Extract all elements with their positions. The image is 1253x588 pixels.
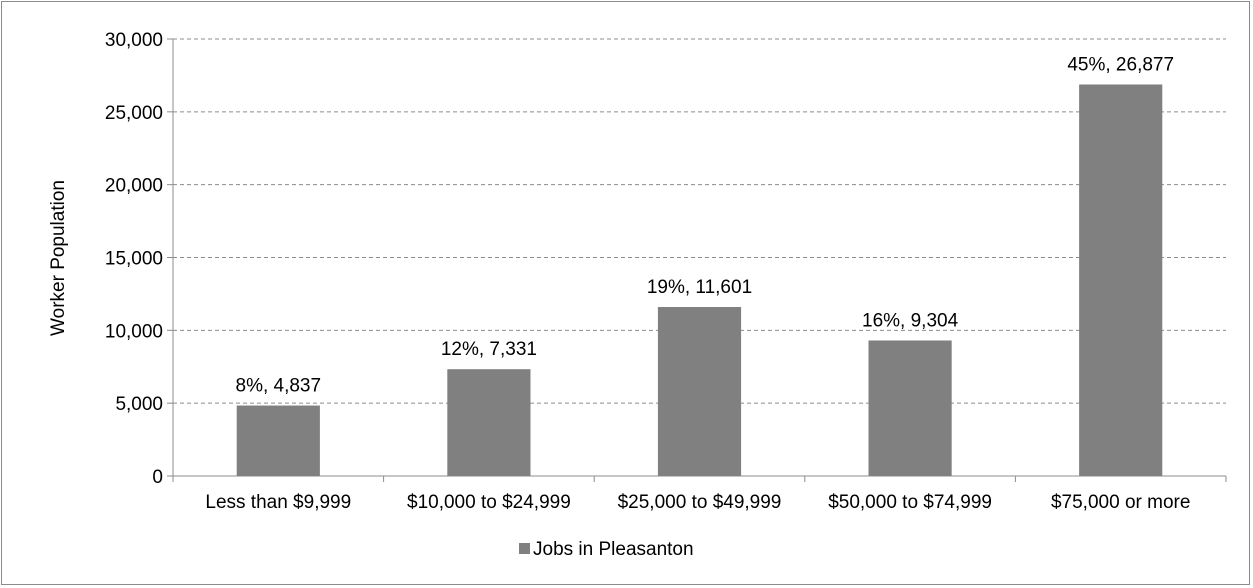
y-axis-title: Worker Population [48, 180, 69, 336]
bar [868, 340, 952, 476]
bar [657, 307, 742, 476]
data-label: 16%, 9,304 [862, 310, 959, 331]
data-label: 8%, 4,837 [236, 376, 322, 397]
legend-swatch [519, 543, 530, 554]
axes: 0 5,000 10,000 15,000 20,000 25,000 30,000 Less… [105, 30, 1227, 513]
y-tick-label: 15,000 [105, 249, 163, 270]
gridlines [173, 38, 1226, 404]
data-labels: 8%, 4,837 12%, 7,331 19%, 11,601 16%, 9,304… [236, 54, 1175, 396]
y-tick-label: 20,000 [105, 176, 163, 197]
y-tick-label: 25,000 [105, 103, 163, 124]
data-label: 45%, 26,877 [1067, 54, 1174, 75]
bar [447, 369, 531, 476]
bars [236, 84, 1163, 476]
y-tick-label: 30,000 [105, 30, 163, 51]
y-tick-label: 5,000 [115, 394, 163, 415]
bar [1079, 84, 1163, 476]
x-tick-label: $10,000 to $24,999 [407, 492, 571, 513]
x-tick-label: $25,000 to $49,999 [618, 492, 782, 513]
x-tick-label: $50,000 to $74,999 [828, 492, 992, 513]
bar [236, 405, 320, 476]
legend: Jobs in Pleasanton [519, 539, 694, 560]
x-tick-label: $75,000 or more [1051, 492, 1190, 513]
x-tick-label: Less than $9,999 [205, 492, 351, 513]
y-tick-label: 10,000 [105, 321, 163, 342]
data-label: 19%, 11,601 [647, 277, 752, 298]
legend-label: Jobs in Pleasanton [533, 539, 694, 560]
data-label: 12%, 7,331 [441, 339, 537, 360]
y-tick-label: 0 [152, 467, 163, 488]
